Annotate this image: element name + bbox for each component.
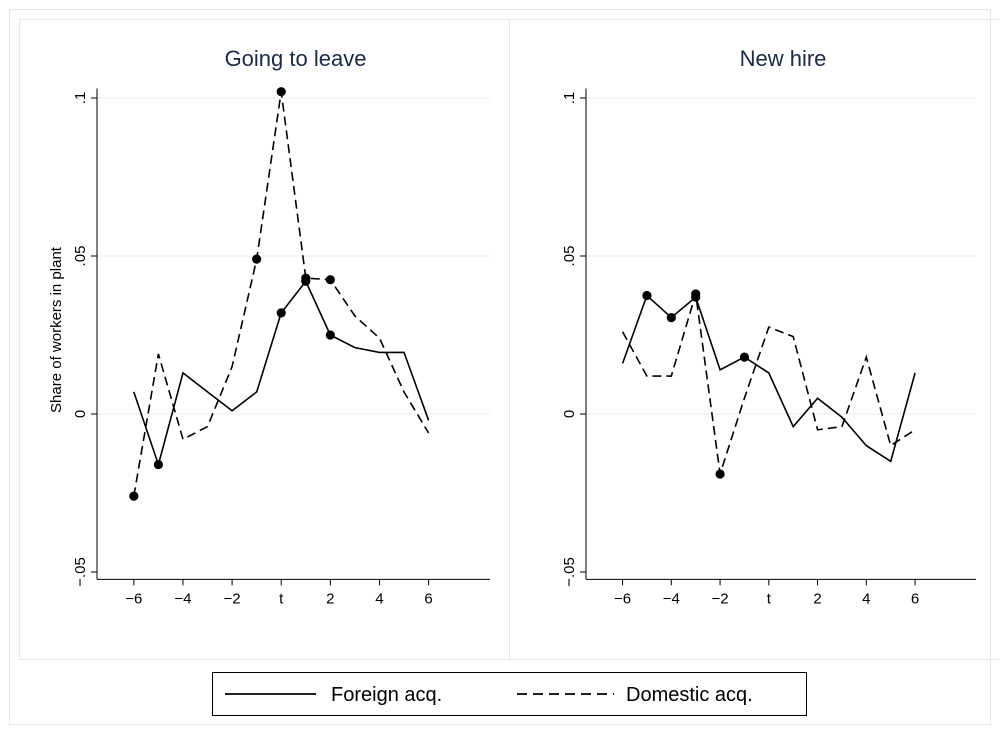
y-axis-title: Share of workers in plant xyxy=(48,246,65,413)
data-point xyxy=(276,87,286,97)
y-tick-label: −.05 xyxy=(72,557,89,587)
data-point xyxy=(129,491,139,501)
data-point xyxy=(153,459,164,470)
data-point xyxy=(666,313,676,323)
x-tick-label: 2 xyxy=(326,590,334,607)
legend-label-domestic: Domestic acq. xyxy=(626,684,753,706)
data-point xyxy=(325,330,335,340)
panel-new-hire: New hire −.05 0 .05 .1 −6 −4 −2 t 2 4 6 xyxy=(509,19,1000,660)
data-point xyxy=(252,254,262,264)
x-tick-label: t xyxy=(767,590,772,607)
y-tick-label: 0 xyxy=(561,410,578,418)
y-tick-label: .05 xyxy=(561,246,578,267)
y-tick-label: .1 xyxy=(561,92,578,105)
panel-border xyxy=(509,19,1000,660)
panel-title: Going to leave xyxy=(225,46,367,71)
x-tick-label: 4 xyxy=(375,590,383,607)
legend-label-foreign: Foreign acq. xyxy=(331,684,442,706)
x-tick-label: −2 xyxy=(224,590,241,607)
x-tick-label: −6 xyxy=(614,590,631,607)
y-tick-label: 0 xyxy=(72,410,89,418)
data-point xyxy=(276,308,286,318)
x-tick-label: −6 xyxy=(125,590,142,607)
outer-border xyxy=(9,9,991,725)
data-point xyxy=(691,289,701,299)
panel-title: New hire xyxy=(740,46,827,71)
x-tick-label: −2 xyxy=(712,590,729,607)
x-tick-label: 4 xyxy=(862,590,870,607)
panel-going-to-leave: Going to leave −.05 0 .05 .1 −6 −4 −2 t 2 4 6 Share … xyxy=(19,19,510,660)
y-tick-label: .05 xyxy=(72,246,89,267)
series-line-domestic xyxy=(621,293,916,475)
x-tick-label: 2 xyxy=(813,590,821,607)
x-tick-label: 6 xyxy=(424,590,432,607)
y-tick-label: .1 xyxy=(72,92,89,105)
x-tick-label: 6 xyxy=(911,590,919,607)
legend: Foreign acq. Domestic acq. xyxy=(212,672,807,716)
y-tick-label: −.05 xyxy=(561,557,578,587)
data-point xyxy=(642,290,652,301)
data-point xyxy=(739,352,750,362)
x-tick-label: −4 xyxy=(174,590,191,607)
x-tick-label: t xyxy=(279,590,284,607)
data-point xyxy=(715,469,725,479)
x-tick-label: −4 xyxy=(663,590,680,607)
data-point xyxy=(325,275,335,285)
data-point xyxy=(301,273,311,283)
